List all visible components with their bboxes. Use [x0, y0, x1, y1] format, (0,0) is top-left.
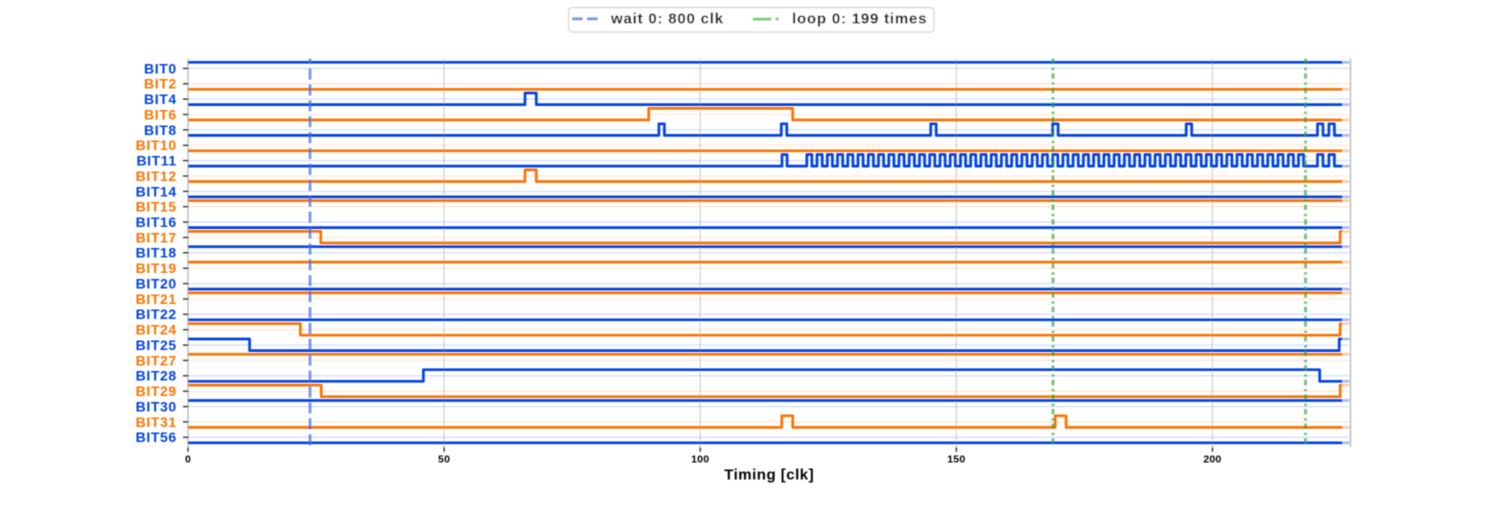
svg-text:BIT2: BIT2 [144, 76, 177, 92]
svg-text:BIT24: BIT24 [136, 322, 177, 338]
svg-text:150: 150 [947, 454, 965, 466]
svg-text:BIT12: BIT12 [136, 168, 177, 184]
svg-text:BIT6: BIT6 [144, 106, 177, 122]
svg-text:BIT27: BIT27 [136, 352, 177, 368]
svg-text:loop 0: 199 times: loop 0: 199 times [792, 11, 927, 28]
svg-text:BIT4: BIT4 [144, 91, 177, 107]
svg-text:BIT28: BIT28 [136, 368, 177, 384]
svg-text:BIT17: BIT17 [136, 229, 177, 245]
svg-text:BIT30: BIT30 [136, 399, 177, 415]
svg-text:BIT22: BIT22 [136, 306, 177, 322]
svg-text:BIT0: BIT0 [144, 60, 177, 76]
svg-text:BIT56: BIT56 [136, 429, 177, 445]
svg-text:BIT14: BIT14 [136, 183, 177, 199]
svg-text:BIT20: BIT20 [136, 276, 177, 292]
svg-text:100: 100 [691, 454, 709, 466]
svg-text:0: 0 [185, 454, 191, 466]
svg-text:200: 200 [1203, 454, 1221, 466]
svg-text:BIT10: BIT10 [136, 137, 177, 153]
svg-text:BIT25: BIT25 [136, 337, 177, 353]
svg-text:Timing [clk]: Timing [clk] [724, 467, 814, 484]
svg-text:BIT29: BIT29 [136, 383, 177, 399]
svg-text:wait 0: 800 clk: wait 0: 800 clk [610, 11, 724, 28]
svg-text:BIT21: BIT21 [136, 291, 177, 307]
svg-text:BIT16: BIT16 [136, 214, 177, 230]
svg-text:BIT15: BIT15 [136, 199, 177, 215]
svg-text:50: 50 [438, 454, 450, 466]
svg-text:BIT18: BIT18 [136, 245, 177, 261]
svg-text:BIT8: BIT8 [144, 122, 177, 138]
svg-text:BIT31: BIT31 [136, 414, 177, 430]
svg-text:BIT11: BIT11 [136, 153, 176, 169]
svg-text:BIT19: BIT19 [136, 260, 177, 276]
